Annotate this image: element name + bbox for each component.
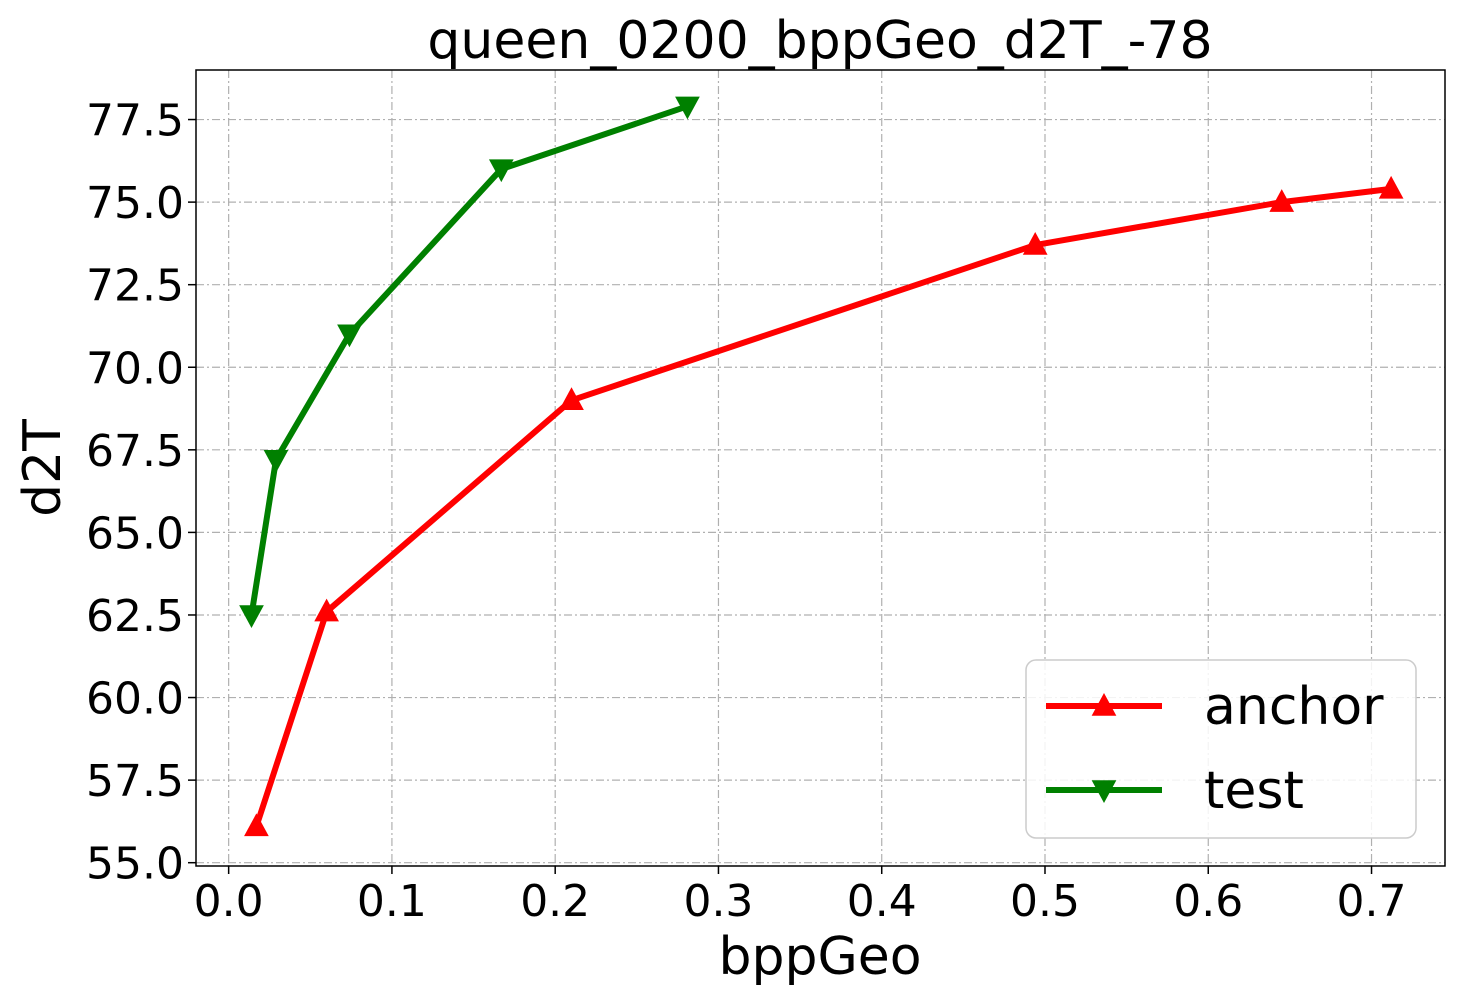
y-tick-label: 55.0 xyxy=(86,839,184,890)
x-tick-label: 0.3 xyxy=(683,876,753,927)
x-tick-label: 0.7 xyxy=(1337,876,1407,927)
x-axis-label: bppGeo xyxy=(718,927,921,987)
y-tick-label: 65.0 xyxy=(86,508,184,559)
data-point-anchor xyxy=(314,598,339,622)
y-tick-label: 57.5 xyxy=(86,756,184,807)
series-anchor xyxy=(244,175,1404,837)
data-point-anchor xyxy=(1022,232,1048,255)
legend-marker-test xyxy=(1091,780,1117,803)
series-line-anchor xyxy=(253,185,1392,828)
y-tick-label: 62.5 xyxy=(86,591,184,642)
chart-title: queen_0200_bppGeo_d2T_-78 xyxy=(427,11,1212,71)
y-tick-label: 67.5 xyxy=(86,426,184,477)
legend-label-test: test xyxy=(1204,761,1304,821)
legend-label-anchor: anchor xyxy=(1204,677,1384,737)
y-axis: 55.0 57.5 60.0 62.5 65.0 67.5 70.0 72.5 75.0 77.5 xyxy=(86,96,196,890)
data-point-anchor xyxy=(1269,189,1295,212)
x-tick-label: 0.0 xyxy=(194,876,264,927)
data-point-test xyxy=(263,449,289,473)
data-point-test xyxy=(239,605,264,628)
x-tick-label: 0.5 xyxy=(1010,876,1080,927)
y-tick-label: 72.5 xyxy=(86,261,184,312)
legend: anchor test xyxy=(1025,659,1417,839)
y-tick-label: 75.0 xyxy=(86,178,184,229)
y-axis-label: d2T xyxy=(13,419,73,517)
series-group xyxy=(239,96,1404,837)
plot-frame xyxy=(195,69,1446,867)
legend-entry-anchor: anchor xyxy=(1046,677,1384,737)
series-test xyxy=(239,96,700,628)
data-point-test xyxy=(337,324,362,348)
x-tick-label: 0.1 xyxy=(357,876,427,927)
data-point-anchor xyxy=(1378,175,1404,199)
x-axis: 0.0 0.1 0.2 0.3 0.4 0.5 0.6 0.7 xyxy=(194,866,1407,927)
data-point-test xyxy=(488,159,514,183)
y-tick-label: 60.0 xyxy=(86,674,184,725)
data-point-test xyxy=(675,96,700,120)
x-tick-label: 0.4 xyxy=(847,876,917,927)
data-point-anchor xyxy=(559,387,584,411)
legend-marker-anchor xyxy=(1091,693,1117,716)
y-tick-label: 77.5 xyxy=(86,96,184,147)
y-tick-label: 70.0 xyxy=(86,343,184,394)
data-point-anchor xyxy=(244,813,269,837)
x-tick-label: 0.6 xyxy=(1173,876,1243,927)
legend-entry-test: test xyxy=(1046,761,1304,821)
x-tick-label: 0.2 xyxy=(520,876,590,927)
